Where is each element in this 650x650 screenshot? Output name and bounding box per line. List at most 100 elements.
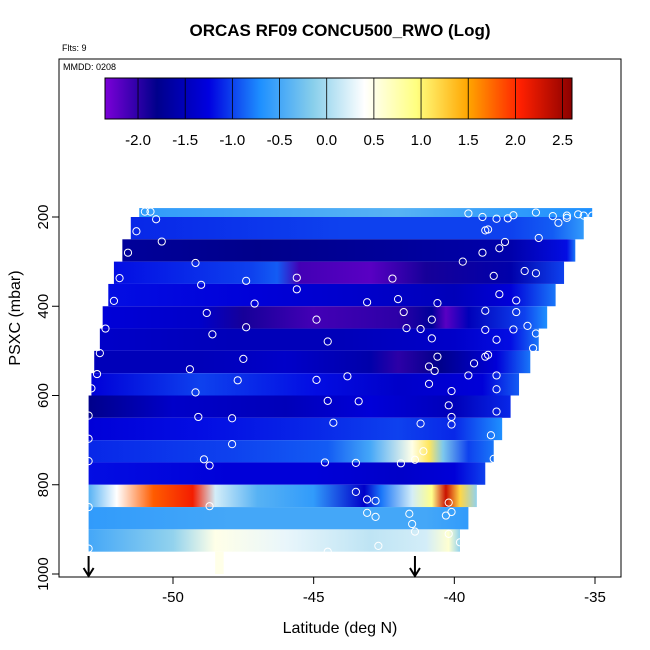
observation-point (84, 456, 93, 466)
colorbar-tick-label: 2.5 (552, 132, 573, 149)
observation-point (512, 307, 521, 317)
heatmap-band (88, 529, 460, 552)
observation-point (419, 447, 428, 456)
observation-point (408, 519, 417, 529)
observation-point (157, 237, 166, 246)
colorbar-rect (104, 77, 573, 120)
heatmap-band (88, 507, 469, 530)
observation-point (579, 211, 588, 220)
observation-point (239, 354, 248, 364)
observation-point (481, 306, 490, 315)
observation-point (292, 285, 301, 294)
observation-point (199, 455, 209, 464)
observation-point (464, 209, 473, 218)
observation-point (242, 276, 251, 285)
heatmap-band (88, 417, 503, 441)
observation-point (343, 372, 352, 381)
colorbar-tick-label: -1.5 (172, 132, 198, 149)
y-axis: 200 400 600 800 1000 (35, 204, 59, 591)
y-tick-label: 800 (35, 472, 52, 497)
colorbar-tick-label: -1.0 (219, 132, 245, 149)
colorbar-tick-label: 0.0 (316, 132, 337, 149)
observation-point (320, 458, 330, 467)
observation-point (205, 502, 214, 511)
observation-point (444, 401, 453, 410)
observation-point (87, 384, 96, 393)
colorbar-tick-label: 0.5 (363, 132, 384, 149)
observation-point (354, 397, 363, 406)
observation-point (312, 315, 321, 324)
observation-point (410, 455, 420, 464)
observation-point (531, 208, 541, 217)
x-tick-label: -45 (303, 589, 325, 606)
observation-point (388, 274, 397, 283)
observation-point (492, 407, 501, 416)
observation-point (531, 269, 541, 278)
y-axis-label: PSXC (mbar) (7, 270, 24, 365)
observation-point (123, 248, 133, 257)
colorbar-tick-label: -2.0 (125, 132, 151, 149)
heatmap-band (215, 551, 224, 574)
observation-point (233, 376, 242, 385)
observation-point (489, 271, 498, 281)
observation-point (371, 496, 380, 505)
observation-point (202, 308, 211, 318)
observation-point (312, 375, 321, 384)
observation-point (427, 334, 436, 343)
observation-point (534, 233, 543, 243)
observation-point (410, 527, 420, 536)
observation-point (548, 212, 557, 221)
heatmap-bands (88, 208, 593, 574)
observation-point (197, 280, 206, 289)
observation-point (194, 412, 203, 422)
observation-point (351, 458, 360, 467)
observation-point (531, 329, 541, 338)
heatmap-band (88, 484, 477, 508)
observation-point (191, 388, 200, 397)
marker-arrow-head (82, 567, 95, 578)
observation-point (503, 214, 512, 223)
x-axis-label: Latitude (deg N) (283, 620, 398, 637)
observation-point (242, 323, 251, 332)
heatmap-band (108, 283, 556, 307)
x-tick-label: -40 (443, 589, 465, 606)
y-tick-label: 600 (35, 383, 52, 408)
observation-point (205, 461, 214, 470)
observation-point (250, 299, 259, 308)
observation-point (132, 227, 141, 236)
flight-markers (82, 556, 421, 578)
observation-point (393, 295, 403, 304)
observation-point (464, 371, 473, 380)
observation-point (185, 365, 194, 374)
observation-point (495, 244, 504, 253)
observation-point (433, 352, 442, 361)
colorbar-tick-label: -0.5 (267, 132, 293, 149)
x-tick-label: -50 (162, 589, 184, 606)
colorbar: -2.0 -1.5 -1.0 -0.5 0.0 0.5 1.0 1.5 2.0 2.5 (104, 77, 573, 149)
heatmap-band (88, 462, 486, 485)
heatmap-band (88, 395, 511, 418)
observation-point (208, 330, 217, 339)
observation-point (430, 366, 439, 376)
observation-point (481, 325, 490, 335)
observation-point (495, 290, 504, 299)
observation-point (481, 226, 490, 235)
observation-point (402, 324, 411, 333)
y-tick-label: 400 (35, 294, 52, 319)
observation-point (84, 434, 93, 443)
observation-point (458, 257, 467, 266)
observation-point (84, 411, 93, 420)
observation-point (486, 431, 496, 440)
observation-point (146, 207, 155, 216)
observation-point (363, 508, 372, 517)
heatmap-band (122, 239, 576, 262)
heatmap-band (99, 328, 539, 351)
observation-point (478, 212, 487, 222)
observation-point (84, 502, 93, 512)
date-label: MMDD: 0208 (63, 62, 116, 72)
observation-point (152, 215, 161, 224)
observation-point (140, 207, 149, 216)
observation-point (433, 299, 442, 308)
observation-point (115, 274, 124, 283)
observation-point (489, 454, 498, 463)
